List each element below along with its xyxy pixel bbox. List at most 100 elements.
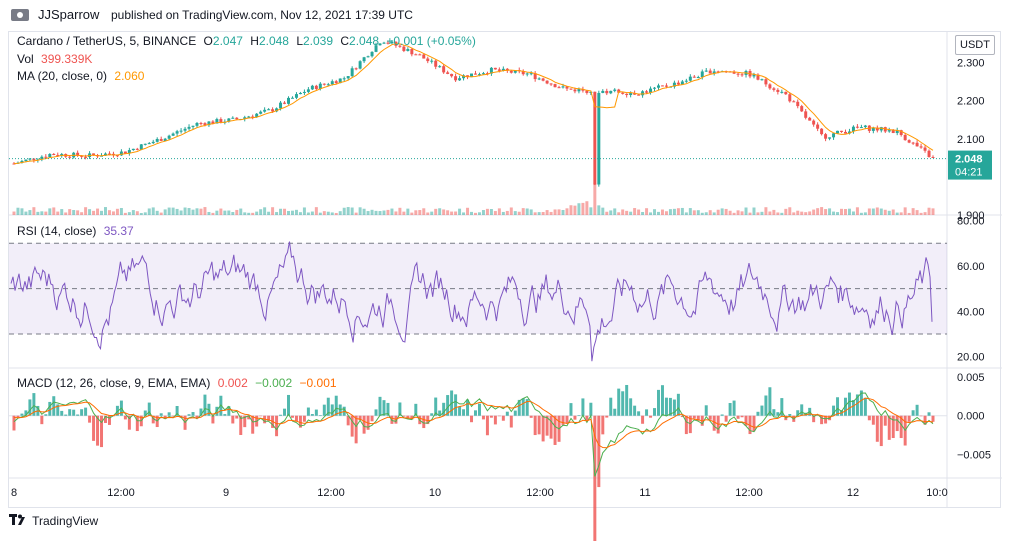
currency-button[interactable]: USDT — [955, 35, 995, 55]
volume-bar — [115, 208, 119, 215]
macd-histogram-bar — [541, 415, 545, 442]
macd-histogram-bar — [24, 410, 28, 416]
volume-bar — [211, 212, 215, 215]
volume-bar — [350, 207, 354, 215]
volume-bar — [88, 209, 92, 215]
macd-histogram-bar — [927, 412, 931, 416]
candle-body — [804, 111, 808, 118]
volume-bar — [191, 209, 195, 215]
rsi-value: 35.37 — [103, 224, 134, 238]
ma-label: MA (20, close, 0) — [17, 69, 108, 83]
macd-histogram-bar — [704, 405, 708, 416]
candle-body — [44, 156, 48, 158]
macd-histogram-bar — [135, 415, 139, 432]
macd-histogram-bar — [664, 397, 668, 416]
macd-histogram-bar — [203, 394, 207, 416]
candle-body — [875, 127, 879, 131]
macd-histogram-bar — [378, 396, 382, 416]
macd-histogram-bar — [175, 406, 179, 416]
close-label: C — [340, 34, 350, 48]
volume-bar — [279, 208, 283, 215]
candle-body — [812, 120, 816, 125]
moving-average-line — [9, 43, 947, 165]
macd-histogram-bar — [40, 415, 44, 425]
candle-body — [855, 126, 859, 128]
low-label: L — [296, 34, 303, 48]
volume-bar — [657, 211, 660, 215]
volume-bar — [493, 211, 497, 215]
volume-bar — [370, 209, 374, 215]
volume-bar — [382, 210, 386, 215]
macd-histogram-bar — [629, 398, 633, 416]
candle-body — [147, 143, 151, 145]
rsi-legend: RSI (14, close) 35.37 — [17, 224, 138, 238]
time-axis-tick: 8 — [11, 487, 17, 499]
volume-bar — [374, 210, 378, 215]
volume-bar — [525, 208, 529, 215]
candle-body — [621, 92, 625, 94]
candle-body — [259, 111, 263, 114]
volume-bar — [728, 210, 732, 215]
volume-bar — [501, 211, 505, 215]
volume-bar — [187, 208, 191, 215]
volume-bar — [497, 208, 501, 215]
volume-bar — [676, 208, 680, 215]
symbol-label[interactable]: Cardano / TetherUS, 5, BINANCE — [17, 34, 197, 48]
volume-legend: Vol 399.339K — [17, 52, 96, 66]
macd-histogram-bar — [466, 399, 470, 416]
candle-body — [263, 109, 267, 112]
candle-body — [80, 155, 84, 157]
volume-bar — [203, 207, 207, 215]
candle-body — [625, 93, 629, 96]
volume-bar — [840, 208, 843, 215]
macd-histogram-bar — [760, 405, 764, 416]
time-axis-tick: 12:00 — [107, 487, 135, 499]
candle-body — [692, 76, 696, 78]
bar-countdown: 04:21 — [955, 167, 983, 179]
macd-histogram-bar — [581, 398, 585, 416]
volume-bar — [314, 207, 318, 215]
candle-body — [836, 130, 840, 134]
candle-body — [768, 84, 772, 89]
volume-bar — [402, 211, 406, 215]
candle-body — [426, 58, 430, 62]
volume-bar — [796, 210, 800, 215]
volume-bar — [489, 209, 493, 215]
volume-bar — [48, 208, 52, 215]
macd-histogram-bar — [633, 405, 637, 416]
rsi-axis-tick: 60.00 — [957, 261, 985, 273]
candle-body — [509, 70, 513, 73]
macd-histogram-bar — [211, 415, 215, 424]
candle-body — [179, 130, 183, 132]
candle-body — [820, 128, 824, 135]
macd-histogram-bar — [812, 415, 816, 423]
volume-bar — [326, 211, 330, 215]
candle-body — [700, 71, 704, 78]
volume-bar — [883, 209, 887, 215]
macd-histogram-bar — [569, 403, 573, 416]
volume-bar — [609, 210, 613, 215]
candle-body — [609, 90, 613, 94]
macd-histogram-bar — [223, 414, 227, 416]
close-value: 2.048 — [349, 34, 380, 48]
macd-histogram-bar — [553, 415, 557, 445]
volume-bar — [688, 208, 692, 215]
candle-body — [143, 143, 147, 145]
macd-histogram-bar — [593, 415, 597, 541]
macd-histogram-bar — [820, 415, 824, 425]
macd-histogram-bar — [796, 410, 800, 416]
volume-bar — [72, 210, 76, 215]
volume-bar — [111, 211, 115, 215]
author-name[interactable]: JJSparrow — [38, 7, 100, 22]
volume-bar — [199, 208, 203, 215]
macd-histogram-bar — [859, 390, 863, 416]
footer-brand[interactable]: TradingView — [32, 514, 99, 528]
volume-bar — [700, 212, 704, 215]
candle-body — [187, 126, 191, 129]
macd-histogram-bar — [338, 404, 342, 416]
macd-histogram-bar — [832, 405, 836, 416]
candle-body — [577, 89, 581, 92]
macd-histogram-bar — [350, 415, 354, 437]
macd-histogram-bar — [907, 415, 911, 422]
